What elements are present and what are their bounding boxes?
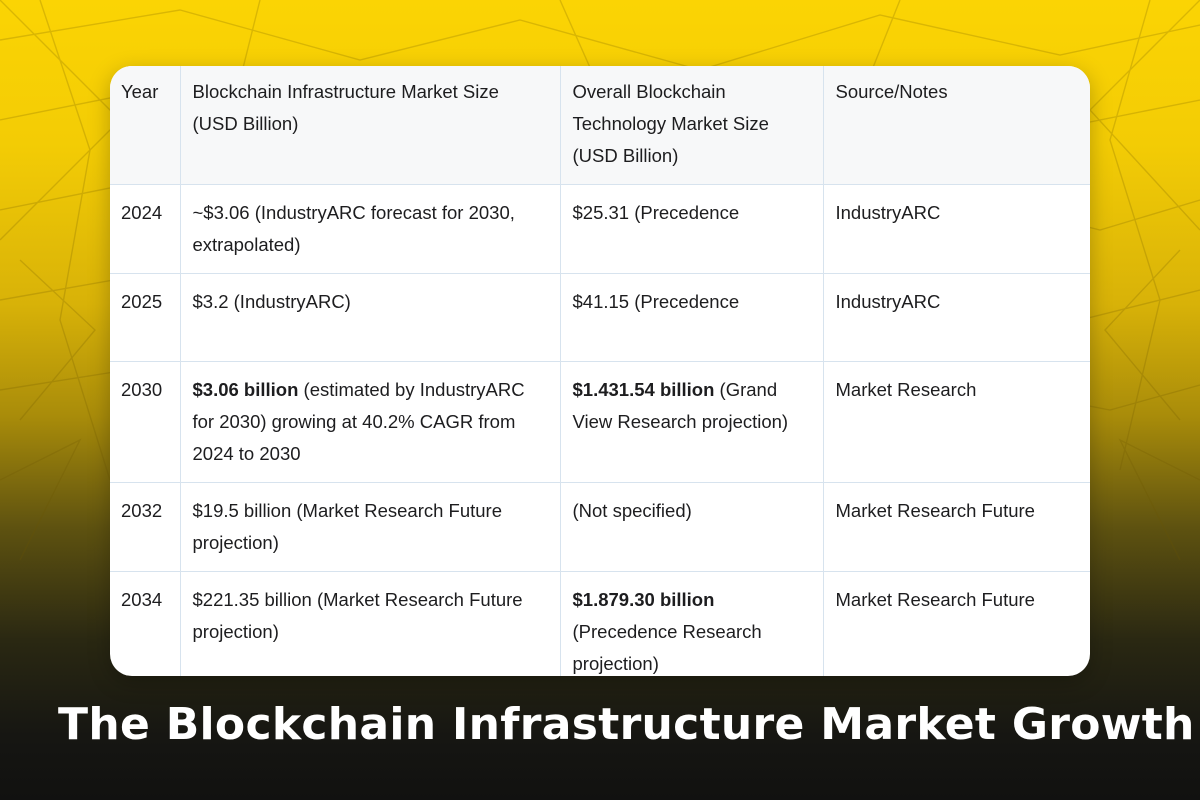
market-size-table: Year Blockchain Infrastructure Market Si…	[110, 66, 1090, 676]
cell-infrastructure-size: $3.2 (IndustryARC)	[180, 273, 561, 362]
cell-infrastructure-size: $221.35 billion (Market Research Future …	[180, 571, 561, 676]
table-row: 2032 $19.5 billion (Market Research Futu…	[110, 482, 1090, 572]
cell-year: 2030	[110, 361, 181, 483]
cell-year: 2024	[110, 184, 181, 274]
cell-infrastructure-size-text: (estimated by IndustryARC for 2030) grow…	[192, 379, 525, 464]
cell-year: 2025	[110, 273, 181, 362]
cell-overall-size-text: $41.15 (Precedence	[572, 291, 740, 312]
header-source-notes: Source/Notes	[823, 66, 1090, 185]
market-table-card: Year Blockchain Infrastructure Market Si…	[110, 66, 1090, 676]
cell-overall-size-text: (Grand View Research projection)	[572, 379, 789, 432]
cell-infrastructure-size: $3.06 billion (estimated by IndustryARC …	[180, 361, 561, 483]
header-overall-market-size: Overall Blockchain Technology Market Siz…	[560, 66, 824, 185]
page-title: The Blockchain Infrastructure Market Gro…	[58, 699, 1195, 750]
cell-infrastructure-size-text: ~$3.06 (IndustryARC forecast for 2030, e…	[192, 202, 515, 255]
cell-infrastructure-size-bold: $3.06 billion	[192, 379, 299, 400]
cell-source: Market Research Future	[823, 482, 1090, 572]
cell-source: Market Research Future	[835, 589, 1035, 610]
cell-year: 2032	[110, 482, 181, 572]
cell-overall-size-bold: $1.879.30 billion	[572, 589, 715, 610]
cell-overall-size: (Not specified)	[560, 482, 824, 572]
table-row: 2030 $3.06 billion (estimated by Industr…	[110, 361, 1090, 483]
cell-infrastructure-size-text: $221.35 billion (Market Research Future …	[192, 589, 523, 642]
table-row: 2025 $3.2 (IndustryARC) $41.15 (Preceden…	[110, 273, 1090, 362]
cell-overall-size-text: (Precedence Research projection)	[572, 621, 762, 674]
cell-year: 2034	[110, 571, 181, 676]
cell-infrastructure-size-text: $3.2 (IndustryARC)	[192, 291, 351, 312]
table-header-row: Year Blockchain Infrastructure Market Si…	[110, 66, 1090, 185]
cell-overall-size-bold: $1.431.54 billion	[572, 379, 715, 400]
cell-infrastructure-size-text: $19.5 billion (Market Research Future pr…	[192, 500, 503, 553]
cell-source: IndustryARC	[823, 184, 1090, 274]
cell-overall-size: $1.431.54 billion (Grand View Research p…	[560, 361, 824, 483]
cell-infrastructure-size: ~$3.06 (IndustryARC forecast for 2030, e…	[180, 184, 561, 274]
cell-source: IndustryARC	[823, 273, 1090, 362]
cell-overall-size-text: (Not specified)	[572, 500, 692, 521]
cell-overall-size: $41.15 (Precedence	[560, 273, 824, 362]
header-infrastructure-market-size: Blockchain Infrastructure Market Size (U…	[180, 66, 561, 185]
cell-infrastructure-size: $19.5 billion (Market Research Future pr…	[180, 482, 561, 572]
cell-overall-size: $25.31 (Precedence	[560, 184, 824, 274]
table-row: 2034 $221.35 billion (Market Research Fu…	[110, 571, 1090, 676]
cell-overall-size-text: $25.31 (Precedence	[572, 202, 740, 223]
cell-source: Market Research	[823, 361, 1090, 483]
header-year: Year	[110, 66, 181, 185]
table-row: 2024 ~$3.06 (IndustryARC forecast for 20…	[110, 184, 1090, 274]
cell-overall-size: $1.879.30 billion (Precedence Research p…	[560, 571, 824, 676]
